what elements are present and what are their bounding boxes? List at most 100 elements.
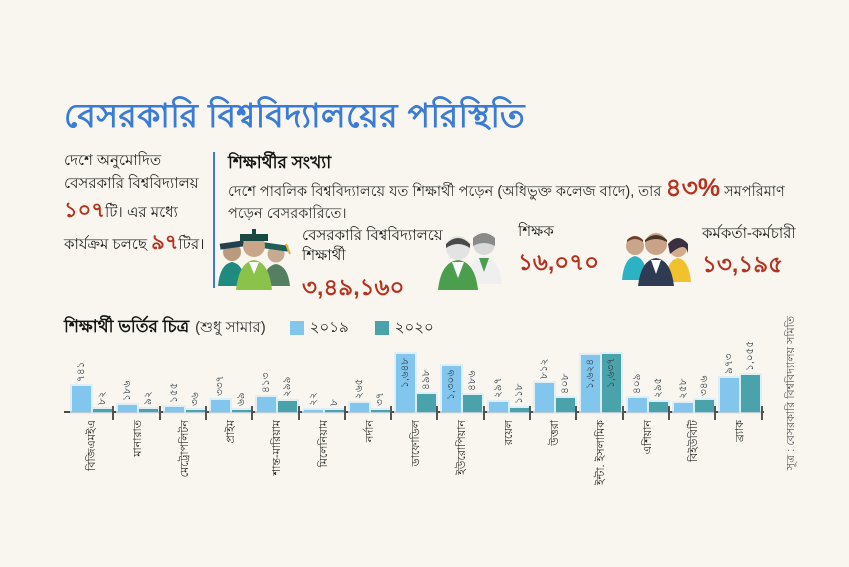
bar-২০২০-5 — [324, 410, 344, 412]
bar-২০১৯-0 — [72, 386, 91, 412]
category-label-1: মানারাত — [132, 420, 145, 457]
bar-value-২০২০-11: ১,৬৩৭ — [605, 357, 618, 388]
bar-value-২০২০-13: ৩৪৬ — [697, 375, 710, 396]
category-label-7: ডাফোডিল — [410, 420, 423, 467]
bar-২০২০-10 — [556, 398, 575, 412]
summary-text-1: দেশে অনুমোদিত বেসরকারি বিশ্ববিদ্যালয় — [64, 152, 199, 192]
bar-২০১৯-4 — [257, 397, 277, 412]
bar-value-২০১৯-12: ৪০৯ — [630, 373, 643, 394]
bar-value-২০১৯-10: ৮১২ — [538, 358, 550, 379]
bar-value-২০১৯-2: ১৫৫ — [167, 382, 180, 403]
bar-২০২০-13 — [694, 400, 714, 412]
bar-value-২০১৯-3: ৩৩৭ — [213, 375, 226, 396]
chart-title: শিক্ষার্থী ভর্তির চিত্র — [64, 317, 190, 336]
approved-count: ১০৭ — [64, 199, 105, 222]
approved-universities-summary: দেশে অনুমোদিত বেসরকারি বিশ্ববিদ্যালয় ১০… — [64, 150, 212, 258]
bar-২০২০-8 — [463, 395, 483, 412]
bar-value-২০২০-3: ৬৯ — [234, 392, 247, 406]
stat-students-label: বেসরকারি বিশ্ববিদ্যালয়ে শিক্ষার্থী — [302, 227, 443, 265]
bar-২০১৯-8 — [442, 366, 462, 412]
axis-tick — [714, 406, 717, 420]
category-label-10: উত্তরা — [549, 420, 561, 446]
teacher-male — [438, 236, 478, 290]
category-label-9: রয়েল — [502, 420, 515, 446]
x-axis — [64, 411, 764, 413]
axis-tick — [760, 406, 763, 420]
bar-value-২০২০-8: ৪৮৬ — [466, 370, 479, 391]
stat-teachers-label: শিক্ষক — [518, 223, 554, 240]
bar-value-২০১৯-9: ২৯৭ — [491, 377, 504, 398]
bar-২০২০-3 — [231, 410, 251, 412]
axis-tick — [575, 406, 578, 420]
category-label-11: ইন্টা. ইসলামিক — [595, 420, 608, 486]
bar-value-২০১৯-6: ২৬৫ — [352, 378, 365, 399]
bar-value-২০১৯-0: ৭৪১ — [75, 361, 87, 382]
legend-label-2019: ২০১৯ — [309, 318, 349, 336]
legend-swatch-2019 — [289, 321, 304, 335]
bar-২০২০-0 — [93, 409, 112, 412]
axis-tick — [529, 406, 531, 420]
bar-chart: ৭৪১ ৮২ বিজিএমইএ ১৮৬ ৯২ মানারাত ১৫৫ ৩৬ মেট্রোপলিট… — [64, 341, 766, 504]
category-label-0: বিজিএমইএ — [86, 420, 98, 471]
category-label-4: শান্ত-মারিয়াম — [271, 420, 284, 476]
bar-২০১৯-14 — [720, 378, 740, 412]
chart-legend: ২০১৯ ২০২০ — [289, 316, 460, 341]
axis-tick — [621, 406, 624, 420]
bar-২০১৯-1 — [118, 405, 138, 412]
category-label-6: নর্দান — [363, 420, 376, 443]
bar-২০২০-6 — [370, 410, 390, 412]
bar-value-২০২০-1: ৯২ — [142, 391, 155, 405]
summary-text-2: এর মধ্যে কার্যক্রম চলছে — [64, 204, 178, 253]
students-icon — [216, 226, 292, 309]
bar-২০১৯-2 — [164, 407, 184, 412]
bar-value-২০২০-9: ১১৮ — [512, 383, 525, 404]
axis-tick — [390, 406, 393, 420]
bar-২০২০-9 — [509, 408, 529, 412]
desc-after: সমপরিমাণ পড়েন বেসরকারিতে। — [228, 184, 785, 223]
bar-২০১৯-6 — [349, 403, 369, 412]
category-label-5: মিলেনিয়াম — [317, 420, 330, 468]
bar-value-২০২০-2: ৩৬ — [188, 392, 201, 406]
category-label-8: ইউরোপিয়ান — [456, 420, 469, 475]
bar-২০১৯-9 — [488, 402, 508, 412]
legend-item-2019: ২০১৯ — [289, 316, 349, 341]
vertical-divider — [213, 152, 215, 288]
stat-staff-value: ১৩,১৯৫ — [702, 251, 784, 278]
grad-center — [236, 229, 272, 290]
staff-icon — [620, 224, 692, 303]
bar-value-২০২০-0: ৮২ — [96, 391, 108, 405]
bar-value-২০২০-6: ৩৭ — [373, 392, 386, 406]
chart-subtitle: (শুধু সামার) — [195, 318, 266, 336]
bar-value-২০১৯-11: ১,৬২৪ — [584, 358, 597, 389]
chart-header: শিক্ষার্থী ভর্তির চিত্র (শুধু সামার) ২০১… — [64, 314, 460, 342]
bar-২০১৯-10 — [535, 383, 554, 412]
active-count: ৯৭ — [151, 230, 179, 254]
bar-২০১৯-13 — [673, 403, 693, 412]
bar-২০২০-7 — [417, 394, 437, 412]
legend-label-2020: ২০২০ — [394, 318, 434, 336]
bar-২০২০-11 — [602, 354, 622, 412]
bar-value-২০১৯-5: ২২ — [306, 392, 319, 406]
stat-students-value: ৩,৪৯,১৬০ — [302, 273, 405, 300]
summary-suffix-1: টি। — [104, 204, 127, 221]
axis-tick — [667, 406, 670, 420]
axis-tick — [343, 406, 346, 420]
bar-value-২০২০-4: ২৯৯ — [281, 376, 294, 397]
axis-tick — [482, 406, 485, 420]
bar-value-২০২০-5: ৮ — [327, 399, 340, 406]
axis-tick — [297, 406, 300, 420]
students-count-heading: শিক্ষার্থীর সংখ্যা — [228, 153, 332, 172]
page-title: বেসরকারি বিশ্ববিদ্যালয়ের পরিস্থিতি — [64, 97, 526, 134]
stat-staff: কর্মকর্তা-কর্মচারী ১৩,১৯৫ — [620, 224, 842, 303]
stat-staff-label: কর্মকর্তা-কর্মচারী — [702, 225, 796, 242]
category-label-12: এশিয়ান — [641, 420, 654, 455]
bar-২০১৯-7 — [396, 354, 416, 412]
bar-২০২০-14 — [741, 375, 761, 412]
legend-item-2020: ২০২০ — [374, 316, 434, 341]
bar-value-২০১৯-13: ২৫৮ — [676, 378, 689, 399]
category-label-13: বিইউবিটি — [687, 420, 700, 462]
summary-suffix-2: টির। — [178, 235, 205, 253]
bar-value-২০২০-7: ৪৯৮ — [420, 369, 433, 390]
bar-২০২০-4 — [278, 401, 298, 412]
